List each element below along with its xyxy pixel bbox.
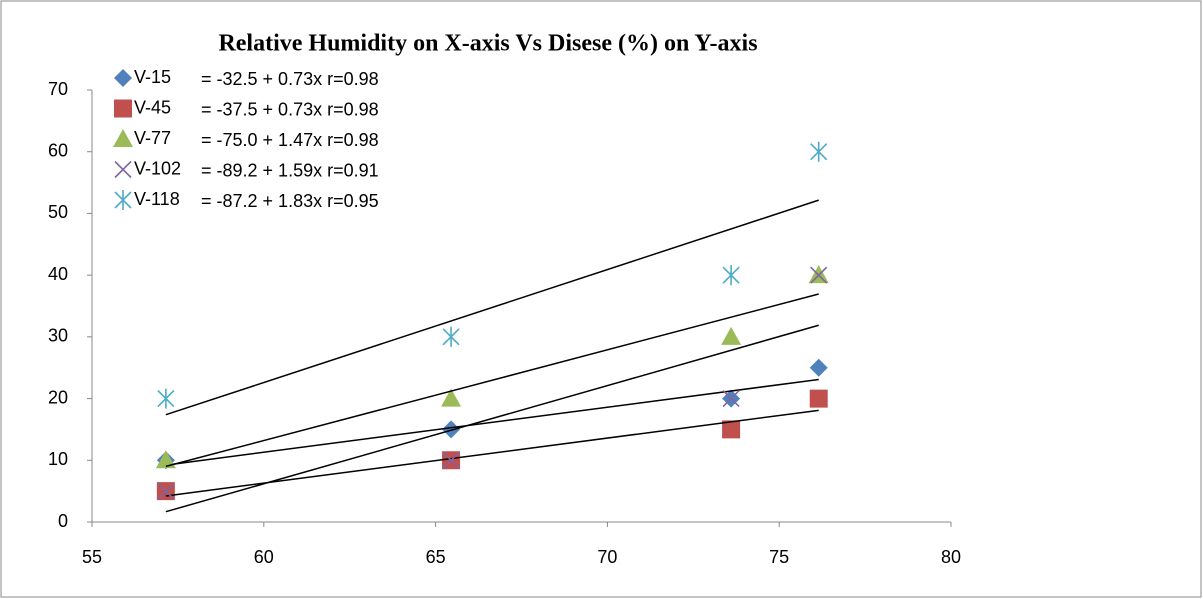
marker	[442, 326, 460, 347]
legend-equation: = -75.0 + 1.47x r=0.98	[201, 130, 379, 150]
legend-label: V-15	[134, 67, 171, 87]
marker	[722, 265, 740, 286]
x-tick-label: 60	[254, 547, 274, 567]
marker	[722, 390, 740, 408]
y-tick-label: 50	[48, 202, 68, 222]
marker	[810, 141, 828, 162]
trendline	[165, 324, 819, 513]
y-tick-label: 40	[48, 264, 68, 284]
marker	[810, 266, 828, 284]
legend-equation: = -37.5 + 0.73x r=0.98	[201, 99, 379, 119]
chart-title: Relative Humidity on X-axis Vs Disese (%…	[218, 31, 757, 57]
marker	[809, 389, 828, 408]
marker	[721, 326, 742, 345]
marker	[155, 450, 176, 469]
marker	[809, 358, 828, 377]
trendline	[165, 293, 819, 468]
marker	[722, 420, 741, 439]
legend-equation: = -32.5 + 0.73x r=0.98	[201, 69, 379, 89]
y-tick-label: 10	[48, 449, 68, 469]
trendline	[165, 409, 819, 497]
x-tick-label: 80	[941, 547, 961, 567]
legend-label: V-118	[134, 189, 180, 209]
y-tick-label: 70	[48, 79, 68, 99]
legend-equation: = -87.2 + 1.83x r=0.95	[201, 191, 379, 211]
legend-label: V-102	[134, 158, 181, 178]
x-tick-label: 70	[597, 547, 617, 567]
legend-equation: = -89.2 + 1.59x r=0.91	[201, 160, 379, 180]
trendline	[165, 378, 819, 466]
y-tick-label: 20	[48, 387, 68, 407]
legend-marker	[113, 129, 133, 147]
y-tick-label: 60	[48, 140, 68, 160]
marker	[441, 388, 462, 407]
y-tick-label: 0	[58, 511, 68, 531]
legend-marker	[114, 69, 132, 87]
legend-marker	[114, 99, 132, 118]
legend-label: V-77	[134, 128, 171, 148]
x-tick-label: 65	[426, 547, 446, 567]
legend-marker	[114, 190, 132, 210]
x-tick-label: 55	[82, 547, 102, 567]
trendline	[165, 199, 819, 416]
legend-marker	[114, 160, 132, 179]
marker	[442, 420, 461, 439]
y-tick-label: 30	[48, 326, 68, 346]
legend-label: V-45	[134, 97, 171, 117]
marker	[157, 482, 175, 500]
marker	[442, 451, 460, 469]
x-tick-label: 75	[769, 547, 789, 567]
marker	[157, 388, 175, 409]
